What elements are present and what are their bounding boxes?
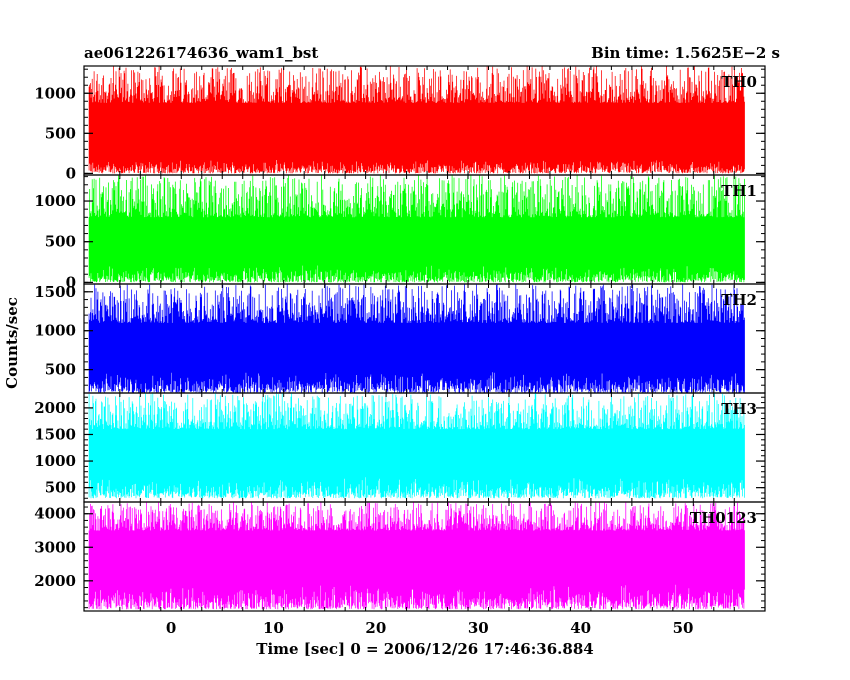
series-th0123 [88, 502, 745, 610]
x-tick-label: 40 [570, 619, 591, 637]
y-tick-label: 500 [45, 233, 76, 251]
series-th1 [88, 175, 745, 283]
y-tick-label: 1000 [34, 452, 76, 470]
y-tick-label: 500 [45, 479, 76, 497]
y-tick-label: 1000 [34, 192, 76, 210]
panel-th2: 500 1000 1500 TH2 [34, 283, 766, 394]
series-th0 [88, 66, 745, 174]
panel-th1: 0 500 1000 TH1 [34, 174, 766, 291]
panel-label-th2: TH2 [721, 291, 757, 309]
y-tick-label: 0 [66, 164, 76, 182]
panel-th0: 0 500 1000 TH0 [34, 65, 766, 182]
y-tick-label: 1000 [34, 322, 76, 340]
y-axis-label: Counts/sec [3, 297, 21, 389]
x-tick-label: 50 [673, 619, 694, 637]
y-tick-label: 1500 [34, 283, 76, 301]
y-tick-label: 0 [66, 273, 76, 291]
panel-frame-th0123 [83, 501, 766, 612]
y-tick-label: 4000 [34, 505, 76, 523]
series-th2 [88, 284, 745, 393]
bin-time-label: Bin time: 1.5625E−2 s [591, 44, 780, 62]
y-tick-label: 2000 [34, 572, 76, 590]
panel-th3: 500 1000 1500 2000 TH3 [34, 392, 766, 503]
y-tick-label: 500 [45, 361, 76, 379]
y-tick-label: 1500 [34, 425, 76, 443]
y-tick-label: 500 [45, 124, 76, 142]
x-tick-label: 30 [468, 619, 489, 637]
panel-label-th1: TH1 [721, 182, 757, 200]
panel-label-th3: TH3 [721, 400, 757, 418]
chart-title: ae061226174636_wam1_bst [84, 44, 319, 62]
y-tick-label: 3000 [34, 538, 76, 556]
panel-label-th0: TH0 [721, 73, 757, 91]
panel-label-th0123: TH0123 [690, 509, 757, 527]
panel-th0123: 2000 3000 4000 TH0123 [34, 501, 766, 612]
x-tick-label: 20 [365, 619, 386, 637]
x-axis-label: Time [sec] 0 = 2006/12/26 17:46:36.884 [256, 640, 593, 658]
series-th3 [88, 393, 745, 499]
x-tick-label: 0 [166, 619, 176, 637]
x-tick-label: 10 [263, 619, 284, 637]
y-tick-label: 1000 [34, 84, 76, 102]
y-tick-label: 2000 [34, 399, 76, 417]
